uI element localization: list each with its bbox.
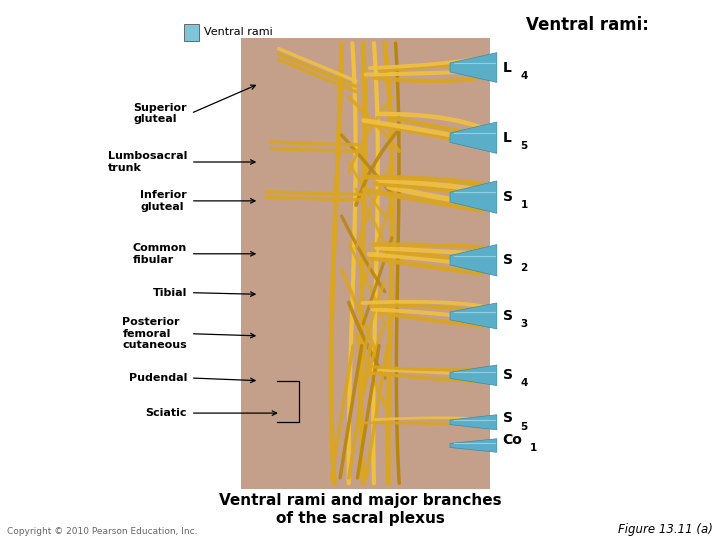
Text: Ventral rami:: Ventral rami: — [526, 16, 649, 34]
Polygon shape — [450, 438, 497, 453]
Text: Common
fibular: Common fibular — [133, 243, 187, 265]
Polygon shape — [450, 122, 497, 153]
Text: S: S — [503, 190, 513, 204]
Text: Ventral rami: Ventral rami — [204, 28, 273, 37]
Text: 4: 4 — [521, 71, 528, 80]
Text: 1: 1 — [521, 200, 528, 210]
Bar — [184, 24, 199, 40]
Text: S: S — [503, 368, 513, 382]
Text: Superior
gluteal: Superior gluteal — [134, 103, 187, 124]
Text: Posterior
femoral
cutaneous: Posterior femoral cutaneous — [122, 317, 187, 350]
Text: 3: 3 — [521, 319, 528, 329]
Text: 5: 5 — [521, 422, 528, 431]
Text: 4: 4 — [521, 379, 528, 388]
Polygon shape — [450, 303, 497, 329]
Text: 1: 1 — [530, 443, 537, 453]
Polygon shape — [450, 53, 497, 82]
Text: Figure 13.11 (a): Figure 13.11 (a) — [618, 523, 713, 536]
Text: Copyright © 2010 Pearson Education, Inc.: Copyright © 2010 Pearson Education, Inc. — [7, 526, 198, 536]
Text: Ventral rami and major branches: Ventral rami and major branches — [219, 493, 501, 508]
Text: L: L — [503, 60, 511, 75]
Text: S: S — [503, 411, 513, 426]
Text: Inferior
gluteal: Inferior gluteal — [140, 190, 187, 212]
Text: of the sacral plexus: of the sacral plexus — [276, 511, 444, 526]
Text: S: S — [503, 309, 513, 323]
Text: S: S — [503, 253, 513, 267]
Polygon shape — [450, 415, 497, 430]
Text: 5: 5 — [521, 141, 528, 151]
Polygon shape — [450, 365, 497, 386]
Text: L: L — [503, 131, 511, 145]
Polygon shape — [450, 181, 497, 213]
Text: Pudendal: Pudendal — [129, 373, 187, 383]
Bar — [241, 38, 490, 489]
Text: Lumbosacral
trunk: Lumbosacral trunk — [108, 151, 187, 173]
Text: Tibial: Tibial — [153, 288, 187, 298]
Text: Co: Co — [503, 433, 523, 447]
Text: Sciatic: Sciatic — [145, 408, 187, 418]
Text: 2: 2 — [521, 264, 528, 273]
Polygon shape — [450, 245, 497, 276]
